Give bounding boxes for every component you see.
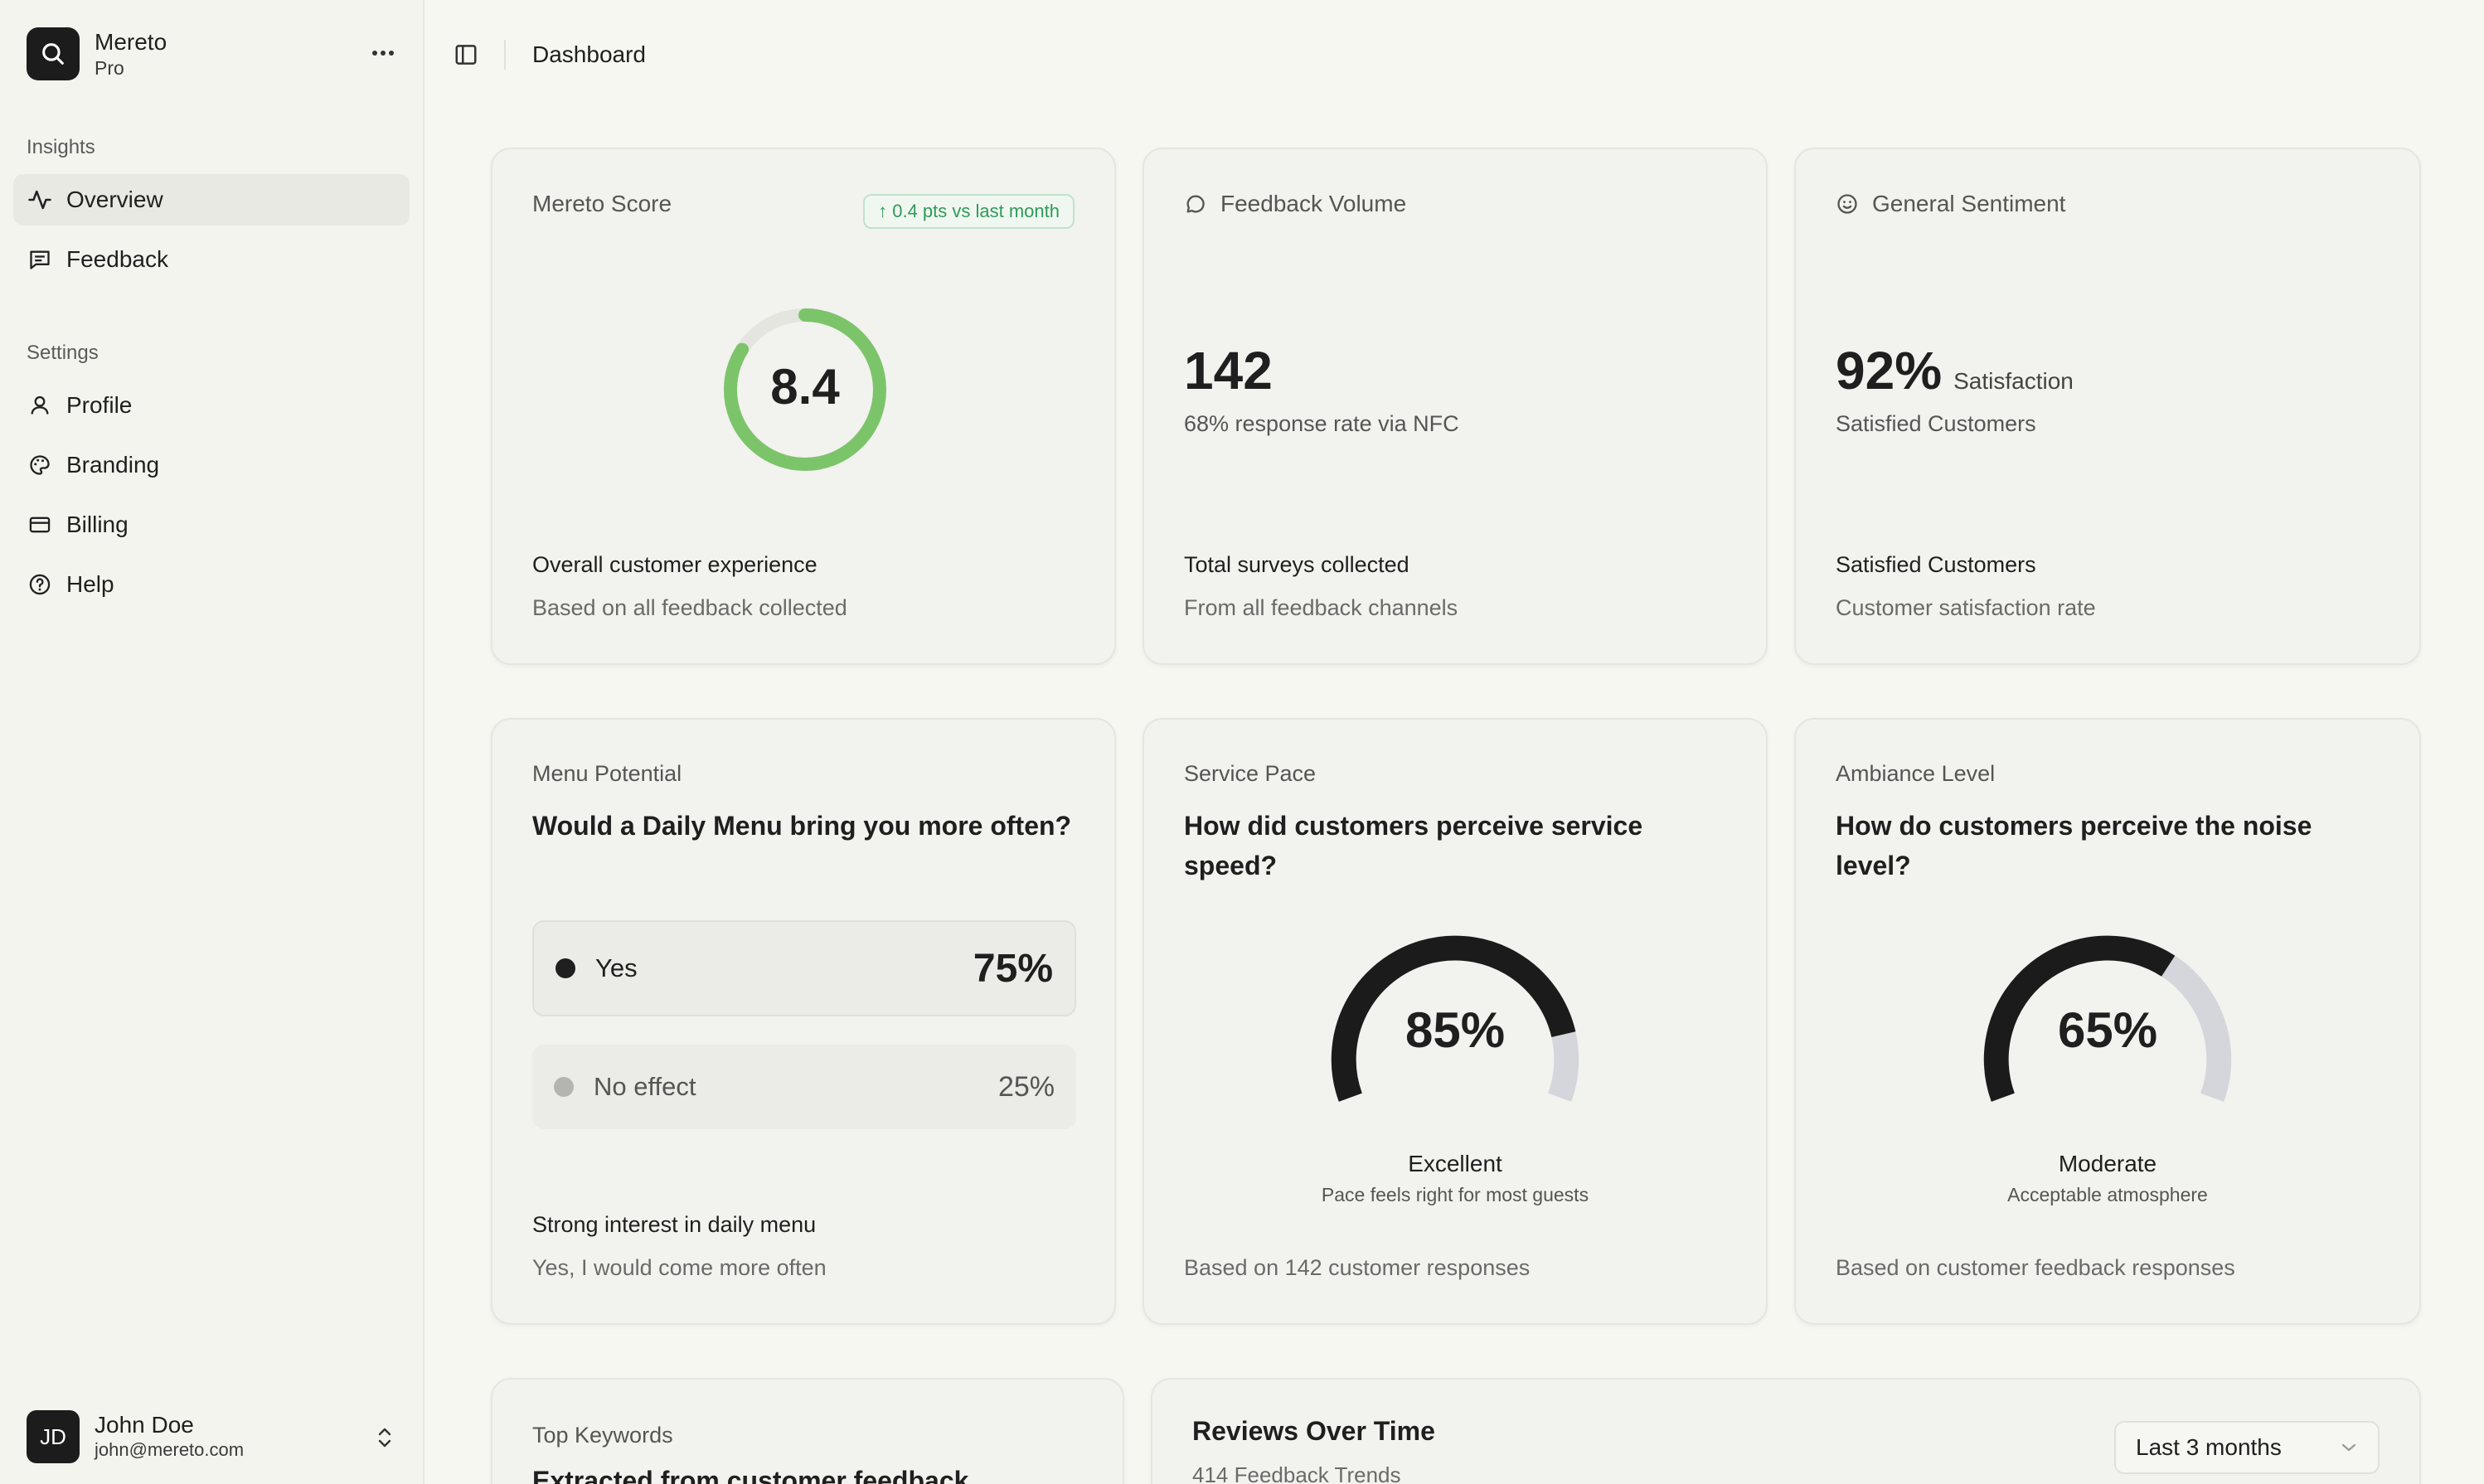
- message-circle-icon: [1184, 192, 1207, 216]
- card-footer-subtitle: Based on customer feedback responses: [1836, 1255, 2235, 1280]
- option-value: 25%: [997, 1070, 1055, 1103]
- sidebar-toggle-icon[interactable]: [451, 40, 481, 70]
- satisfaction-unit: Satisfaction: [1953, 368, 2074, 394]
- time-range-value: Last 3 months: [2136, 1434, 2282, 1460]
- gauge-fill: [1331, 935, 1576, 1102]
- gauge-label: Excellent: [1408, 1151, 1502, 1176]
- mereto-score-card: Mereto Score ↑ 0.4 pts vs last month 8.4…: [491, 148, 1116, 665]
- user-menu[interactable]: JD John Doe john@mereto.com: [27, 1409, 400, 1464]
- sidebar-item-feedback[interactable]: Feedback: [13, 234, 410, 285]
- user-name: John Doe: [95, 1412, 194, 1438]
- card-footer-subtitle: Based on all feedback collected: [532, 595, 847, 620]
- card-title: Feedback Volume: [1220, 191, 1407, 216]
- help-circle-icon: [27, 571, 53, 598]
- credit-card-icon: [27, 512, 53, 538]
- sidebar: Mereto Pro Insights Overview Feedback Se…: [0, 0, 425, 1484]
- gauge-label: Moderate: [2058, 1151, 2157, 1176]
- response-rate: 68% response rate via NFC: [1184, 411, 1459, 436]
- chevron-down-icon: [2340, 1442, 2358, 1453]
- card-category: Menu Potential: [532, 761, 682, 786]
- card-category: Ambiance Level: [1836, 761, 1996, 786]
- gauge-fill: [1983, 935, 2176, 1102]
- more-options-icon[interactable]: [366, 38, 400, 68]
- sidebar-item-branding[interactable]: Branding: [13, 439, 410, 491]
- chevrons-up-down-icon[interactable]: [370, 1423, 400, 1452]
- message-icon: [27, 246, 53, 273]
- sidebar-item-label: Help: [66, 571, 114, 597]
- breadcrumb: Dashboard: [532, 41, 646, 67]
- card-question: How did customers perceive service speed…: [1184, 811, 1643, 880]
- score-value: 8.4: [770, 359, 840, 415]
- card-title: Top Keywords: [532, 1423, 673, 1448]
- service-gauge: [1331, 935, 1579, 1102]
- search-icon: [42, 43, 64, 65]
- menu-potential-card: Menu Potential Would a Daily Menu bring …: [491, 718, 1116, 1325]
- user-email: john@mereto.com: [95, 1439, 245, 1460]
- sidebar-item-label: Profile: [66, 392, 133, 418]
- sidebar-item-label: Overview: [66, 187, 163, 212]
- toolbar-divider: [504, 40, 506, 70]
- service-pace-card: Service Pace How did customers perceive …: [1143, 718, 1768, 1325]
- gauge-value: 85%: [1405, 1002, 1506, 1058]
- card-subtitle: 414 Feedback Trends: [1192, 1462, 1401, 1484]
- card-footer-subtitle: Based on 142 customer responses: [1184, 1255, 1531, 1280]
- sidebar-item-help[interactable]: Help: [13, 559, 410, 610]
- card-footer-subtitle: From all feedback channels: [1184, 595, 1458, 620]
- card-category: Service Pace: [1184, 761, 1317, 786]
- sidebar-item-profile[interactable]: Profile: [13, 380, 410, 431]
- palette-icon: [27, 452, 53, 478]
- nav-group-settings: Settings: [27, 342, 99, 364]
- option-label: Yes: [595, 953, 638, 982]
- user-icon: [27, 392, 53, 419]
- top-keywords-card: Top Keywords Extracted from customer fee…: [491, 1378, 1124, 1484]
- feedback-volume-card: Feedback Volume 142 68% response rate vi…: [1143, 148, 1768, 665]
- score-arc: [724, 308, 886, 471]
- brand-logo: [27, 27, 80, 80]
- option-label: No effect: [594, 1072, 696, 1101]
- card-footer-subtitle: Customer satisfaction rate: [1836, 595, 2096, 620]
- feedback-count: 142: [1184, 341, 1273, 400]
- card-question: How do customers perceive the noise leve…: [1836, 811, 2312, 880]
- ambiance-level-card: Ambiance Level How do customers perceive…: [1794, 718, 2421, 1325]
- card-title: General Sentiment: [1872, 191, 2066, 216]
- satisfaction-value: 92%: [1836, 341, 1943, 400]
- app-plan: Pro: [95, 57, 124, 79]
- option-yes: Yes 75%: [532, 920, 1076, 1016]
- card-footer-title: Strong interest in daily menu: [532, 1212, 817, 1237]
- app-name: Mereto: [95, 29, 167, 55]
- gauge-subtitle: Acceptable atmosphere: [2007, 1184, 2208, 1205]
- option-dot: [554, 1077, 574, 1097]
- option-value: 75%: [973, 946, 1053, 991]
- card-title: Reviews Over Time: [1192, 1416, 1435, 1446]
- score-ring: 8.4: [724, 308, 886, 471]
- general-sentiment-card: General Sentiment 92% Satisfaction Satisf…: [1794, 148, 2421, 665]
- sidebar-item-billing[interactable]: Billing: [13, 499, 410, 550]
- nav-group-insights: Insights: [27, 136, 95, 158]
- sidebar-item-label: Feedback: [66, 246, 168, 272]
- ambiance-gauge: [1983, 935, 2232, 1102]
- card-footer-title: Overall customer experience: [532, 552, 817, 577]
- sidebar-item-label: Branding: [66, 452, 160, 478]
- sidebar-item-overview[interactable]: Overview: [13, 174, 410, 226]
- card-footer-title: Satisfied Customers: [1836, 552, 2036, 577]
- avatar: JD: [27, 1410, 80, 1463]
- activity-icon: [27, 187, 53, 213]
- sentiment-subtitle: Satisfied Customers: [1836, 411, 2036, 436]
- card-footer-title: Total surveys collected: [1184, 552, 1409, 577]
- workspace-switcher[interactable]: Mereto Pro: [27, 27, 400, 81]
- reviews-over-time-card: Reviews Over Time 414 Feedback Trends La…: [1151, 1378, 2421, 1484]
- trend-badge: ↑ 0.4 pts vs last month: [863, 194, 1075, 229]
- top-bar: Dashboard: [425, 0, 2484, 109]
- sidebar-item-label: Billing: [66, 512, 129, 537]
- option-no-effect: No effect 25%: [532, 1045, 1076, 1129]
- time-range-select[interactable]: Last 3 months: [2114, 1421, 2380, 1474]
- card-title: Mereto Score: [532, 191, 672, 216]
- smile-icon: [1836, 192, 1859, 216]
- card-subtitle: Extracted from customer feedback: [532, 1466, 969, 1484]
- gauge-value: 65%: [2057, 1002, 2158, 1058]
- card-question: Would a Daily Menu bring you more often?: [532, 811, 1072, 841]
- gauge-subtitle: Pace feels right for most guests: [1321, 1184, 1589, 1205]
- option-dot: [556, 958, 575, 978]
- card-footer-subtitle: Yes, I would come more often: [532, 1255, 827, 1280]
